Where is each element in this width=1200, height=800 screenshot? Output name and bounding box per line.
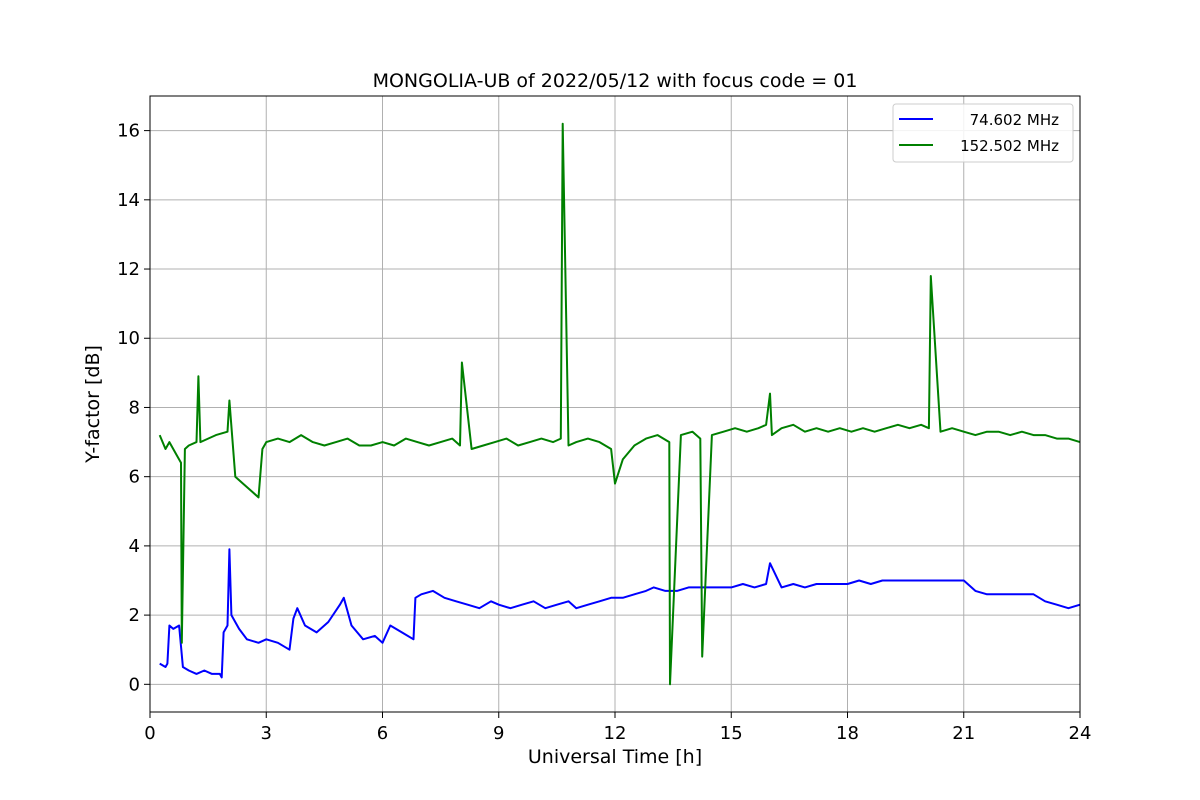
- legend: 74.602 MHz 152.502 MHz: [892, 103, 1074, 163]
- legend-label-1: 74.602 MHz: [970, 111, 1059, 129]
- x-tick-label: 18: [836, 723, 859, 744]
- x-tick-label: 9: [493, 723, 504, 744]
- y-tick-label: 10: [117, 328, 140, 349]
- series-line-1: [159, 548, 1081, 679]
- x-tick-label: 12: [604, 723, 627, 744]
- x-tick-label: 6: [377, 723, 388, 744]
- y-tick-label: 2: [129, 605, 140, 626]
- legend-label-2: 152.502 MHz: [960, 137, 1059, 155]
- x-tick-label: 0: [144, 723, 155, 744]
- y-tick-label: 0: [129, 674, 140, 695]
- y-tick-label: 8: [129, 397, 140, 418]
- x-tick-label: 24: [1069, 723, 1092, 744]
- x-axis-label: Universal Time [h]: [528, 746, 702, 768]
- y-tick-label: 16: [117, 121, 140, 142]
- series-line-2: [158, 122, 1081, 686]
- legend-box: [892, 103, 1074, 163]
- x-tick-label: 3: [261, 723, 272, 744]
- y-tick-label: 6: [129, 467, 140, 488]
- y-tick-label: 12: [117, 259, 140, 280]
- y-tick-label: 14: [117, 190, 140, 211]
- chart-title: MONGOLIA-UB of 2022/05/12 with focus cod…: [373, 70, 858, 92]
- x-tick-label: 15: [720, 723, 743, 744]
- series-layer: [158, 122, 1081, 686]
- x-tick-label: 21: [952, 723, 975, 744]
- y-axis-label: Y-factor [dB]: [82, 345, 104, 464]
- grid: [149, 96, 1081, 712]
- y-tick-label: 4: [129, 536, 140, 557]
